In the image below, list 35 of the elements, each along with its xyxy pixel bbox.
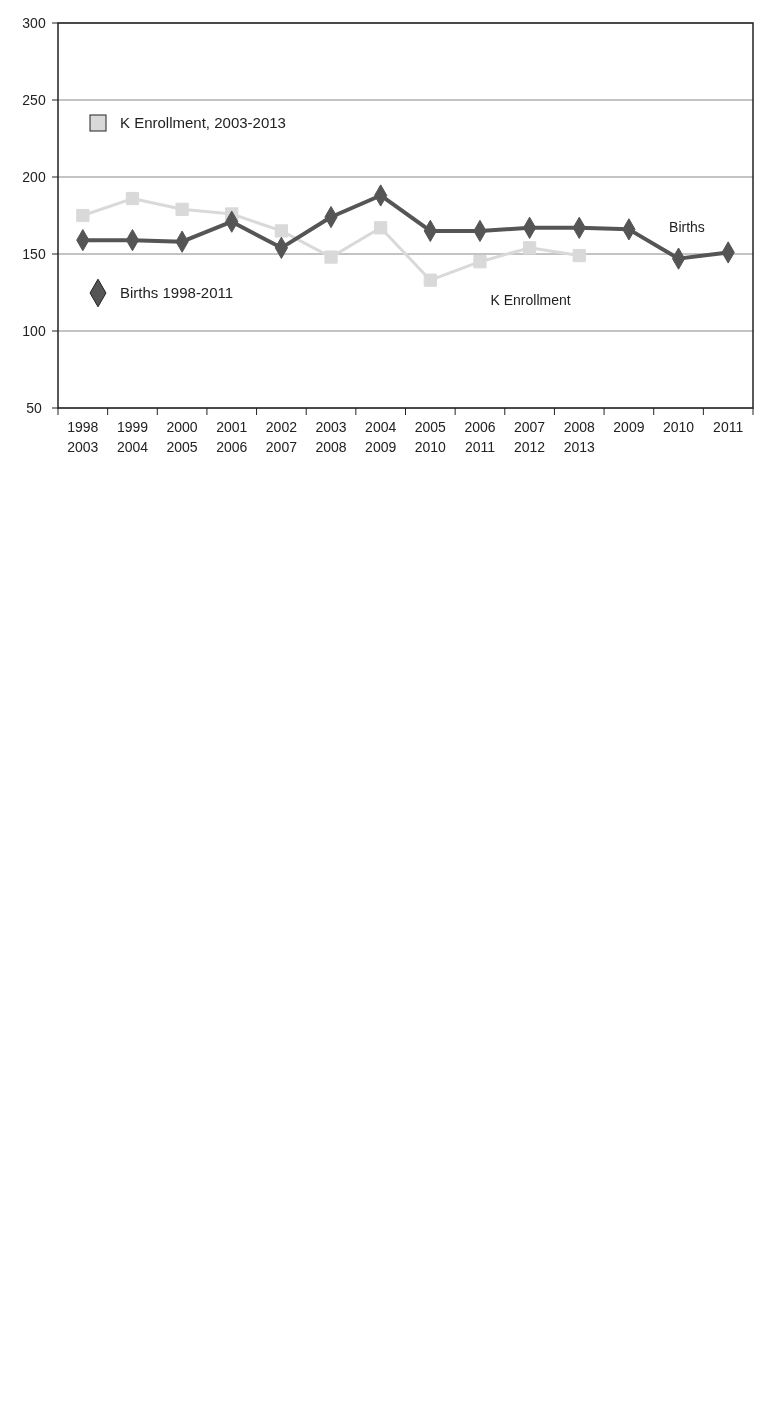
x-tick-label: 2001	[216, 419, 248, 435]
x-tick-label: 2005	[414, 419, 447, 435]
y-tick-label: 150	[22, 245, 46, 262]
y-tick-label: 200	[22, 168, 46, 185]
x-tick-label: 2006	[464, 419, 496, 435]
x2-tick-label: 2006	[216, 439, 248, 455]
x2-tick-label: 2012	[514, 439, 546, 455]
x2-tick-label: 2005	[166, 439, 198, 455]
x2-tick-label: 2009	[365, 439, 397, 455]
legend-label: Births 1998-2011	[120, 284, 234, 302]
annotation: Births	[669, 218, 705, 235]
x-tick-label: 2002	[265, 419, 298, 435]
x-tick-label: 2009	[613, 419, 645, 435]
x2-tick-label: 2011	[464, 439, 496, 455]
x2-tick-label: 2003	[67, 439, 99, 455]
legend-label: K Enrollment, 2003-2013	[120, 114, 286, 132]
x-tick-label: 2003	[315, 419, 347, 435]
y-tick-label: 50	[26, 399, 42, 416]
x2-tick-label: 2007	[265, 439, 298, 455]
x-tick-label: 1998	[67, 419, 99, 435]
annotation: K Enrollment	[490, 292, 571, 309]
x-tick-label: 2010	[662, 419, 695, 435]
y-tick-label: 250	[22, 91, 46, 108]
x2-tick-label: 2004	[116, 439, 149, 455]
y-tick-label: 300	[22, 14, 46, 31]
x-tick-label: 1999	[116, 419, 149, 435]
x-tick-label: 2007	[514, 419, 546, 435]
x-tick-label: 2000	[166, 419, 198, 435]
x-tick-label: 2004	[365, 419, 397, 435]
y-tick-label: 100	[22, 322, 46, 339]
x2-tick-label: 2008	[315, 439, 347, 455]
x-tick-label: 2008	[563, 419, 596, 435]
x2-tick-label: 2010	[414, 439, 447, 455]
x-tick-label: 2011	[713, 419, 744, 435]
x2-tick-label: 2013	[563, 439, 596, 455]
